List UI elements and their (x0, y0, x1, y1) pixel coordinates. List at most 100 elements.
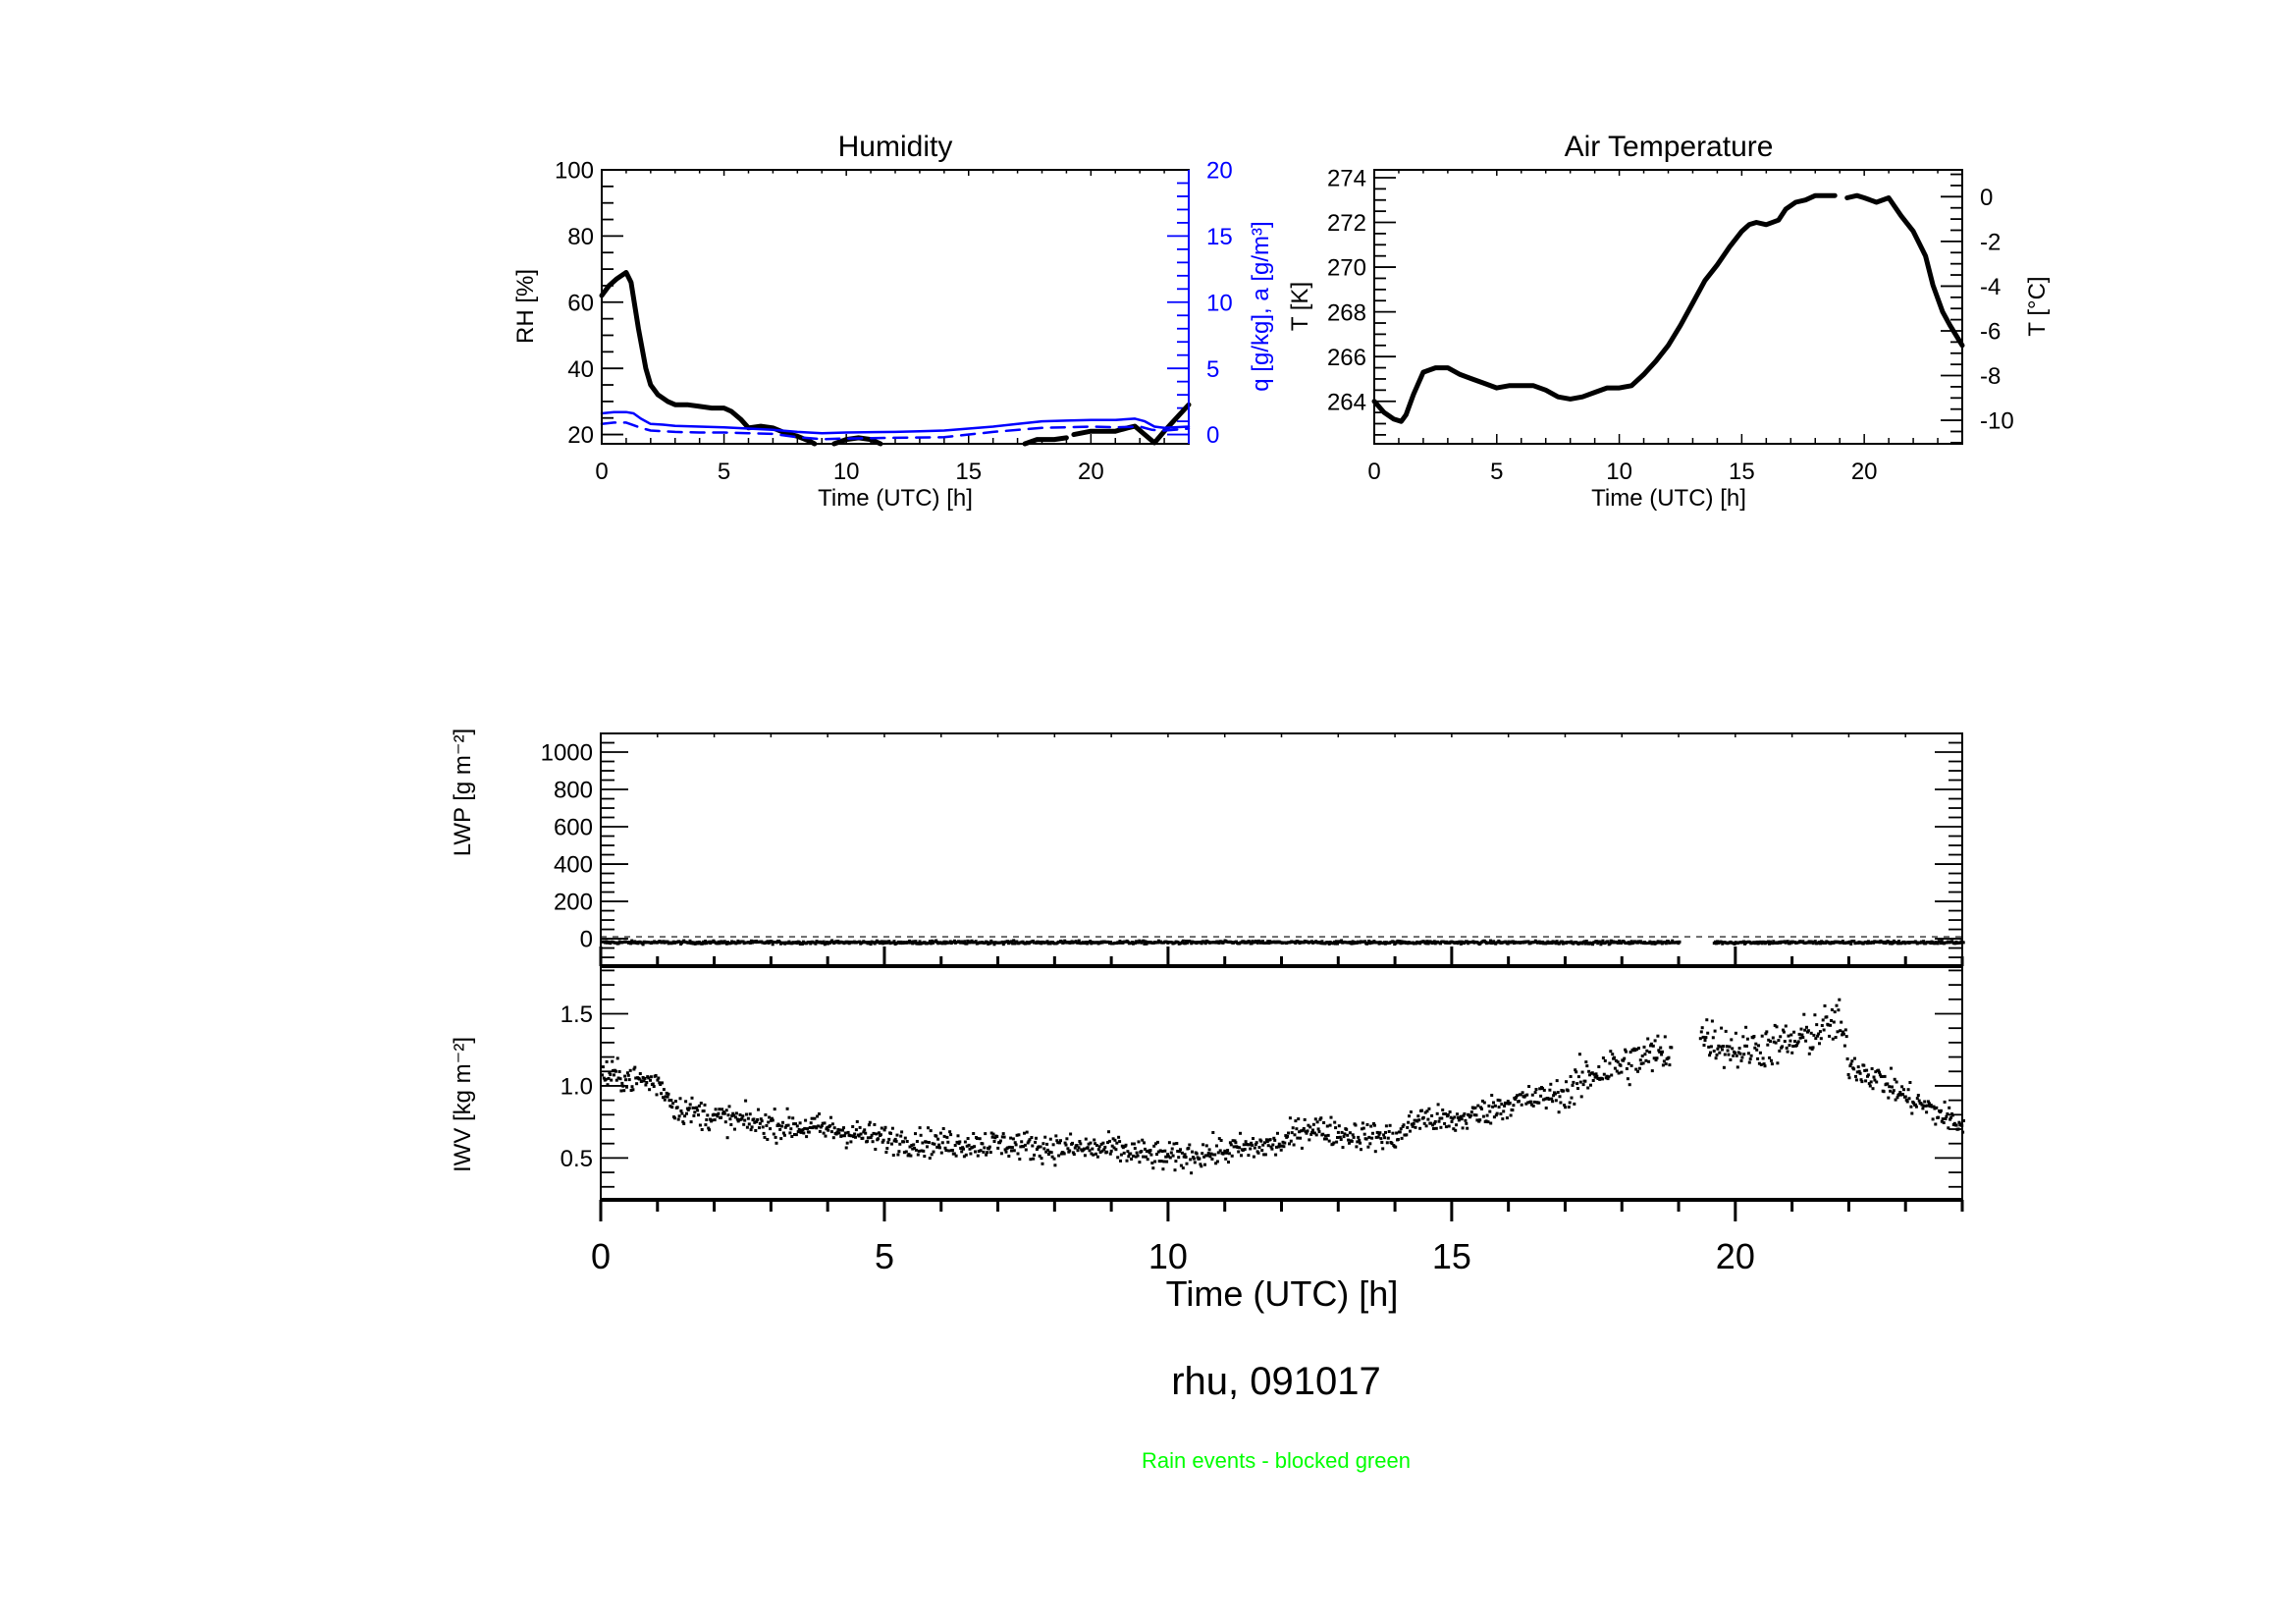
iwv-point (1842, 1032, 1845, 1036)
iwv-point (1420, 1109, 1423, 1112)
iwv-point (649, 1075, 653, 1079)
iwv-point (999, 1152, 1003, 1156)
iwv-point (1172, 1142, 1176, 1146)
iwv-point (1930, 1105, 1934, 1109)
lwp-point (1813, 940, 1817, 944)
iwv-point (1954, 1123, 1958, 1127)
iwv-ticks: 0 5 10 15 200.51.01.5 (561, 969, 1964, 1276)
iwv-point (1746, 1052, 1750, 1055)
iwv-point (1722, 1045, 1725, 1049)
lwp-point (1714, 942, 1718, 946)
iwv-point (1625, 1067, 1629, 1070)
iwv-point (1583, 1079, 1587, 1083)
iwv-point (769, 1127, 773, 1131)
lwp-point (1671, 939, 1675, 943)
iwv-point (1929, 1104, 1933, 1107)
iwv-point (1895, 1080, 1898, 1084)
iwv-point (1118, 1140, 1122, 1144)
iwv-point (1797, 1032, 1801, 1036)
iwv-point (1149, 1153, 1153, 1157)
iwv-point (1482, 1101, 1486, 1105)
iwv-point (721, 1108, 724, 1111)
y2-tick-label: 5 (1206, 356, 1219, 383)
series-rh-line (599, 270, 818, 447)
lwp-point (1526, 940, 1530, 944)
iwv-point (1442, 1112, 1446, 1115)
iwv-point (749, 1128, 753, 1132)
lwp-point (1599, 943, 1603, 947)
iwv-point (1698, 1037, 1702, 1041)
iwv-point (706, 1113, 710, 1117)
iwv-point (1910, 1111, 1914, 1115)
lwp-point (928, 940, 932, 944)
iwv-point (657, 1076, 661, 1080)
lwp-point (1678, 940, 1682, 944)
iwv-point (1945, 1114, 1949, 1118)
iwv-point (1168, 1156, 1172, 1160)
iwv-point (1661, 1050, 1664, 1054)
iwv-point (1774, 1041, 1778, 1045)
iwv-point (1049, 1151, 1053, 1155)
iwv-point (1358, 1138, 1362, 1142)
iwv-point (1731, 1047, 1735, 1051)
iwv-point (1373, 1150, 1377, 1154)
iwv-point (1766, 1043, 1770, 1047)
iwv-point (938, 1131, 942, 1135)
y-tick-label: 264 (1327, 389, 1366, 415)
lwp-point (1350, 942, 1354, 946)
iwv-point (1219, 1139, 1223, 1142)
iwv-point (1901, 1093, 1904, 1096)
iwv-point (781, 1131, 785, 1135)
iwv-point (1659, 1046, 1663, 1050)
iwv-point (1589, 1083, 1592, 1087)
iwv-point (1743, 1044, 1747, 1048)
iwv-point (707, 1126, 711, 1130)
iwv-point (1715, 1053, 1719, 1056)
iwv-point (1892, 1089, 1896, 1093)
iwv-point (1076, 1149, 1080, 1153)
iwv-point (829, 1130, 833, 1134)
iwv-point (1594, 1072, 1598, 1076)
lwp-point (1137, 941, 1141, 945)
iwv-point (1778, 1049, 1782, 1053)
iwv-point (1863, 1068, 1867, 1072)
iwv-point (976, 1154, 980, 1158)
iwv-point (1869, 1080, 1873, 1084)
iwv-point (1362, 1132, 1366, 1136)
iwv-point (1071, 1151, 1075, 1155)
lwp-point (948, 940, 952, 944)
iwv-point (686, 1108, 690, 1111)
iwv-point (1083, 1147, 1086, 1151)
iwv-point (1044, 1150, 1048, 1154)
iwv-point (1606, 1077, 1610, 1081)
lwp-point (1488, 941, 1491, 945)
iwv-point (1725, 1045, 1729, 1049)
iwv-point (1056, 1141, 1060, 1145)
iwv-point (1129, 1152, 1133, 1156)
iwv-point (1148, 1149, 1152, 1153)
iwv-point (1257, 1146, 1261, 1149)
iwv-point (1626, 1077, 1629, 1081)
iwv-point (1870, 1067, 1874, 1070)
iwv-point (628, 1068, 632, 1072)
iwv-point (767, 1120, 771, 1124)
iwv-point (988, 1145, 991, 1149)
lwp-point (688, 939, 692, 943)
iwv-point (1654, 1058, 1658, 1062)
y-tick-label: 268 (1327, 299, 1366, 326)
iwv-point (1520, 1103, 1523, 1107)
iwv-point (649, 1078, 652, 1082)
lwp-point (942, 940, 946, 944)
lwp-point (1203, 942, 1207, 946)
iwv-point (1167, 1141, 1171, 1145)
figure-title: rhu, 091017 (1171, 1360, 1381, 1403)
iwv-point (1006, 1146, 1010, 1150)
iwv-point (1909, 1105, 1913, 1109)
iwv-point (1195, 1152, 1199, 1156)
lwp-point (736, 939, 740, 943)
iwv-point (1239, 1131, 1242, 1135)
iwv-point (937, 1143, 941, 1147)
lwp-point (1117, 941, 1121, 945)
iwv-point (1147, 1149, 1150, 1153)
